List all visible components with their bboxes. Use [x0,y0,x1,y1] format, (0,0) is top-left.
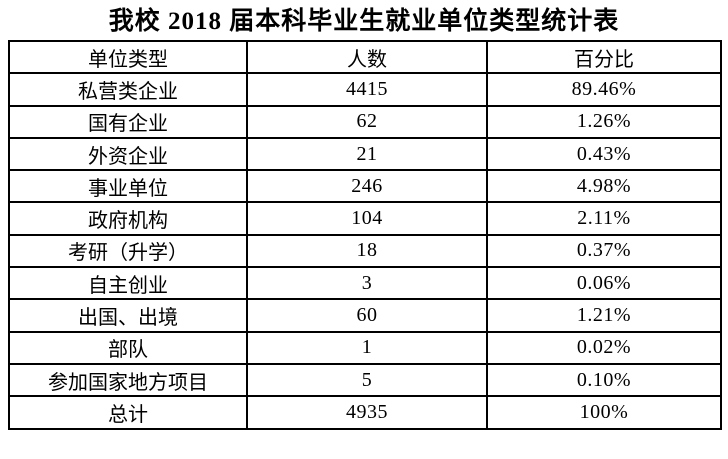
cell-unit-type: 自主创业 [8,266,248,301]
cell-count: 3 [246,266,488,301]
cell-unit-type: 事业单位 [8,169,248,204]
table-row: 参加国家地方项目 5 0.10% [8,362,722,398]
cell-percent: 89.46% [486,72,722,107]
table-row: 国有企业 62 1.26% [8,104,722,139]
cell-count: 104 [246,201,488,236]
table-row: 事业单位 246 4.98% [8,169,722,204]
table-row: 外资企业 21 0.43% [8,136,722,172]
cell-percent: 1.21% [486,298,722,333]
header-cell-percent: 百分比 [486,39,722,75]
table-row: 自主创业 3 0.06% [8,266,722,301]
cell-percent: 4.98% [486,169,722,204]
cell-percent: 0.06% [486,266,722,301]
cell-unit-type: 总计 [8,395,248,430]
cell-unit-type: 私营类企业 [8,72,248,107]
cell-count: 21 [246,136,488,172]
header-cell-count: 人数 [246,39,488,75]
cell-percent: 0.43% [486,136,722,172]
cell-percent: 0.10% [486,362,722,398]
cell-count: 18 [246,233,488,269]
cell-count: 246 [246,169,488,204]
cell-unit-type: 部队 [8,330,248,365]
cell-percent: 0.02% [486,330,722,365]
cell-percent: 2.11% [486,201,722,236]
cell-unit-type: 出国、出境 [8,298,248,333]
table-row: 考研（升学） 18 0.37% [8,233,722,269]
cell-unit-type: 参加国家地方项目 [8,362,248,398]
table-row: 部队 1 0.02% [8,330,722,365]
cell-percent: 100% [486,395,722,430]
cell-percent: 0.37% [486,233,722,269]
cell-unit-type: 国有企业 [8,104,248,139]
table-row: 政府机构 104 2.11% [8,201,722,236]
cell-percent: 1.26% [486,104,722,139]
header-cell-unit-type: 单位类型 [8,39,248,75]
cell-unit-type: 考研（升学） [8,233,248,269]
table-row: 私营类企业 4415 89.46% [8,72,722,107]
table-header-row: 单位类型 人数 百分比 [8,39,722,75]
table-total-row: 总计 4935 100% [8,395,722,430]
cell-count: 5 [246,362,488,398]
table-row: 出国、出境 60 1.21% [8,298,722,333]
cell-unit-type: 政府机构 [8,201,248,236]
cell-unit-type: 外资企业 [8,136,248,172]
cell-count: 4415 [246,72,488,107]
cell-count: 62 [246,104,488,139]
employment-stats-table: 单位类型 人数 百分比 私营类企业 4415 89.46% 国有企业 62 1.… [8,39,722,430]
cell-count: 1 [246,330,488,365]
page-title: 我校 2018 届本科毕业生就业单位类型统计表 [108,8,620,35]
cell-count: 4935 [246,395,488,430]
cell-count: 60 [246,298,488,333]
